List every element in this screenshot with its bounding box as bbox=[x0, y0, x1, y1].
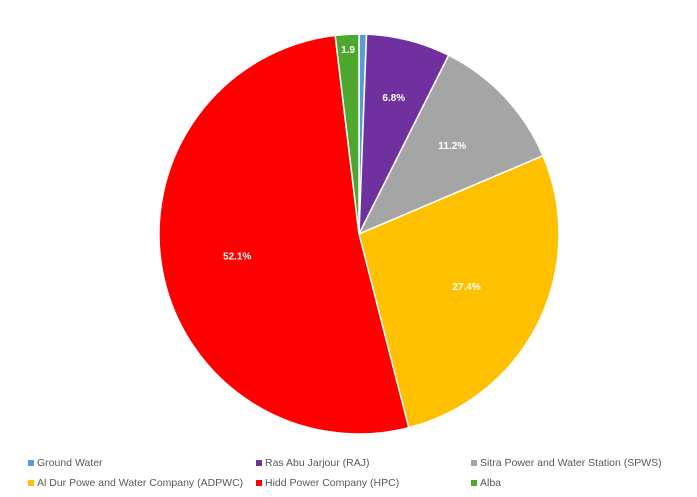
legend-row-2: Al Dur Powe and Water Company (ADPWC) Hi… bbox=[28, 473, 688, 493]
legend-swatch bbox=[471, 480, 477, 486]
legend-label: Alba bbox=[480, 477, 502, 489]
legend-swatch bbox=[256, 480, 262, 486]
pie-chart: 6.8% 11.2% 27.4% 52.1% 1.9 bbox=[158, 33, 560, 435]
data-label-alba: 1.9 bbox=[341, 45, 355, 56]
legend-item-raj: Ras Abu Jarjour (RAJ) bbox=[256, 457, 471, 469]
data-label-raj: 6.8% bbox=[382, 93, 405, 104]
legend-item-ground-water: Ground Water bbox=[28, 457, 256, 469]
pie-slices bbox=[158, 33, 560, 435]
legend-label: Al Dur Powe and Water Company (ADPWC) bbox=[37, 477, 244, 489]
pie-slice-alba bbox=[334, 33, 360, 235]
legend-swatch bbox=[256, 460, 262, 466]
legend-item-spws: Sitra Power and Water Station (SPWS) bbox=[471, 457, 686, 469]
data-label-spws: 11.2% bbox=[438, 141, 466, 152]
legend-label: Ground Water bbox=[37, 457, 103, 469]
pie-slice-spws bbox=[357, 54, 545, 236]
legend-label: Ras Abu Jarjour (RAJ) bbox=[265, 457, 370, 469]
legend-swatch bbox=[28, 480, 34, 486]
legend-label: Hidd Power Company (HPC) bbox=[265, 477, 400, 489]
legend-swatch bbox=[28, 460, 34, 466]
data-label-hpc: 52.1% bbox=[223, 251, 251, 262]
legend-row-1: Ground Water Ras Abu Jarjour (RAJ) Sitra… bbox=[28, 453, 688, 473]
legend-item-adpwc: Al Dur Powe and Water Company (ADPWC) bbox=[28, 477, 256, 489]
pie-slice-adpwc bbox=[358, 154, 560, 429]
legend-swatch bbox=[471, 460, 477, 466]
pie-slice-hpc bbox=[158, 34, 410, 435]
legend: Ground Water Ras Abu Jarjour (RAJ) Sitra… bbox=[28, 453, 688, 493]
pie-data-labels: 6.8% 11.2% 27.4% 52.1% 1.9 bbox=[223, 45, 481, 293]
legend-item-hpc: Hidd Power Company (HPC) bbox=[256, 477, 471, 489]
legend-label: Sitra Power and Water Station (SPWS) bbox=[480, 457, 662, 469]
legend-item-alba: Alba bbox=[471, 477, 686, 489]
data-label-adpwc: 27.4% bbox=[452, 282, 480, 293]
